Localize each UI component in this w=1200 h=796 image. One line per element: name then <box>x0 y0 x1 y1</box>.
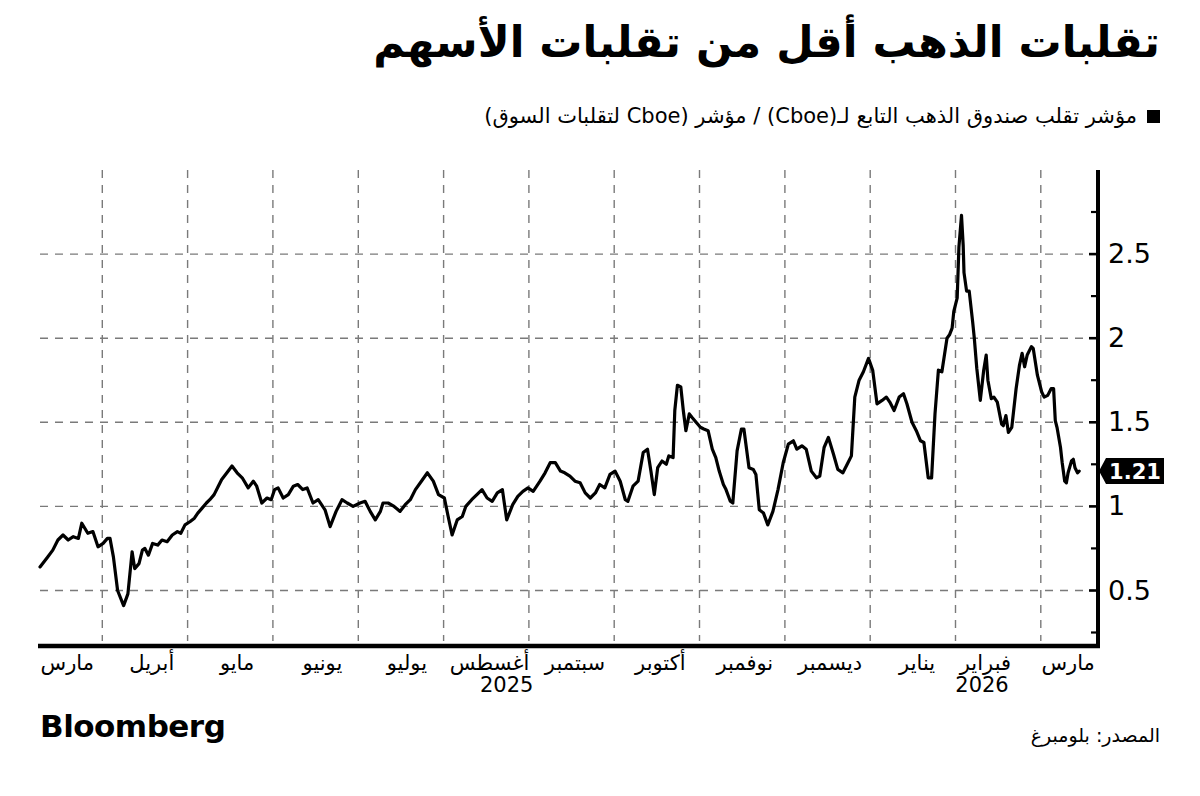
y-tick-label: 2.5 <box>1108 238 1151 269</box>
last-value-label: 1.21 <box>1109 460 1161 484</box>
x-month-label: نوفمبر <box>715 651 773 675</box>
x-month-label: أكتوبر <box>634 649 685 675</box>
x-month-label: فبراير <box>959 651 1011 675</box>
x-year-label: 2025 <box>480 673 533 697</box>
x-month-label: أغسطس <box>450 649 530 675</box>
y-tick-label: 0.5 <box>1108 575 1151 606</box>
x-month-label: مارس <box>1041 651 1094 675</box>
volatility-chart: 0.5 1 1.5 2 2.5 مارس أبريل مايو يونيو يوليو أغسطس س… <box>0 0 1200 796</box>
x-month-label: يوليو <box>386 651 427 675</box>
y-tick-label: 1.5 <box>1108 406 1151 437</box>
y-tick-label: 1 <box>1108 490 1125 521</box>
x-month-label: مارس <box>41 651 94 675</box>
x-month-label: سبتمبر <box>544 651 605 675</box>
y-tick-label: 2 <box>1108 322 1125 353</box>
source-note: المصدر: بلومبرغ <box>1031 724 1160 746</box>
bloomberg-logo: Bloomberg <box>40 708 225 744</box>
x-month-label: أبريل <box>129 649 174 675</box>
x-month-label: مايو <box>219 651 254 675</box>
ratio-series-line <box>40 215 1079 605</box>
x-month-label: يونيو <box>302 651 343 675</box>
x-year-label: 2026 <box>955 673 1008 697</box>
x-month-label: ديسمبر <box>797 651 862 675</box>
x-month-label: يناير <box>898 651 935 675</box>
